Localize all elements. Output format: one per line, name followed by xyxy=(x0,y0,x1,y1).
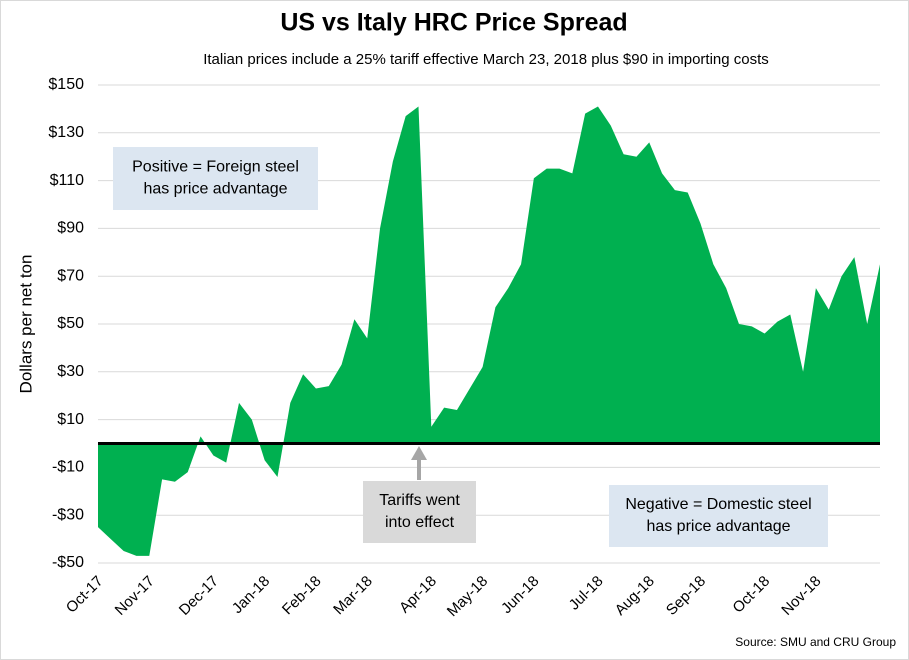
y-tick-label: $130 xyxy=(48,124,84,141)
y-tick-label: $150 xyxy=(48,76,84,93)
y-tick-label: -$10 xyxy=(52,459,84,476)
chart-subtitle: Italian prices include a 25% tariff effe… xyxy=(203,51,769,68)
annotation-box xyxy=(113,147,318,210)
annotation-text: Negative = Domestic steel xyxy=(625,496,811,513)
annotation-text: has price advantage xyxy=(143,181,287,198)
annotation-box xyxy=(363,481,476,543)
y-tick-label: $90 xyxy=(57,220,84,237)
source-note: Source: SMU and CRU Group xyxy=(735,635,896,649)
y-tick-label: $70 xyxy=(57,267,84,284)
y-tick-label: -$30 xyxy=(52,506,84,523)
arrow-head xyxy=(411,446,427,460)
y-tick-label: $10 xyxy=(57,411,84,428)
annotations: Positive = Foreign steel has price advant… xyxy=(113,147,828,547)
annotation-text: Positive = Foreign steel xyxy=(132,159,299,176)
y-tick-label: $110 xyxy=(50,172,85,189)
annotation-text: Tariffs went xyxy=(379,492,460,509)
annotation-text: into effect xyxy=(385,514,455,531)
y-tick-label: $30 xyxy=(57,363,84,380)
chart-title: US vs Italy HRC Price Spread xyxy=(280,9,627,37)
annotation-text: has price advantage xyxy=(646,518,790,535)
y-tick-label: $50 xyxy=(57,315,84,332)
y-axis-label: Dollars per net ton xyxy=(16,255,35,394)
y-tick-label: -$50 xyxy=(52,554,84,571)
annotation-box xyxy=(609,485,828,547)
